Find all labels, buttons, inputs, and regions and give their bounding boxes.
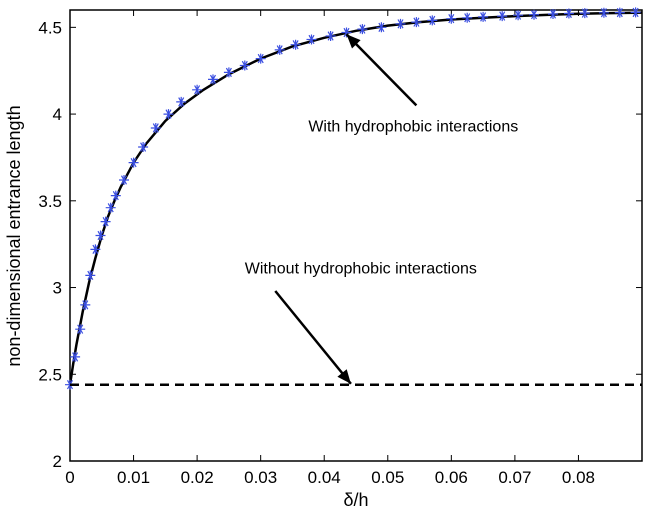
asterisk-marker bbox=[70, 351, 81, 362]
annotation-text: Without hydrophobic interactions bbox=[245, 261, 477, 278]
asterisk-marker bbox=[100, 216, 111, 227]
asterisk-marker bbox=[462, 12, 473, 23]
series-layer bbox=[65, 7, 643, 390]
asterisk-marker bbox=[563, 8, 574, 19]
asterisk-marker bbox=[376, 22, 387, 33]
asterisk-marker bbox=[395, 18, 406, 29]
asterisk-marker bbox=[598, 7, 609, 18]
asterisk-marker bbox=[357, 24, 368, 35]
x-tick-label: 0.01 bbox=[117, 468, 150, 487]
y-axis-label: non-dimensional entrance length bbox=[4, 105, 24, 366]
x-tick-label: 0.07 bbox=[498, 468, 531, 487]
asterisk-marker bbox=[614, 7, 625, 18]
x-tick-label: 0.03 bbox=[244, 468, 277, 487]
asterisk-marker bbox=[192, 84, 203, 95]
y-tick-label: 4.5 bbox=[38, 18, 62, 37]
asterisk-marker bbox=[579, 8, 590, 19]
asterisk-marker bbox=[138, 142, 149, 152]
x-tick-label: 0.06 bbox=[435, 468, 468, 487]
annotation-arrow-shaft bbox=[274, 290, 352, 385]
asterisk-marker bbox=[478, 11, 489, 22]
asterisk-marker bbox=[529, 9, 539, 20]
asterisk-marker bbox=[176, 96, 187, 107]
asterisk-marker bbox=[513, 10, 524, 21]
asterisk-marker bbox=[75, 324, 86, 335]
x-axis-label: δ/h bbox=[343, 490, 368, 510]
asterisk-marker bbox=[630, 7, 641, 18]
asterisk-marker bbox=[119, 175, 129, 185]
y-tick-label: 3 bbox=[53, 279, 62, 298]
solid-line-series bbox=[68, 11, 643, 385]
y-tick-label: 2 bbox=[53, 452, 62, 471]
asterisk-marker bbox=[306, 34, 317, 45]
asterisk-marker bbox=[128, 157, 139, 168]
y-tick-label: 4 bbox=[53, 105, 62, 124]
asterisk-marker bbox=[80, 299, 91, 310]
asterisk-marker bbox=[150, 123, 161, 133]
annotation-arrow-shaft bbox=[345, 33, 418, 107]
asterisk-marker bbox=[497, 11, 508, 22]
asterisk-marker bbox=[290, 39, 301, 50]
asterisk-marker bbox=[255, 53, 266, 64]
asterisk-marker bbox=[239, 60, 250, 71]
asterisk-marker bbox=[325, 31, 336, 41]
x-axis-ticks: 0 0.01 0.02 0.03 0.04 0.05 0.06 0.07 0.08 bbox=[65, 10, 595, 487]
annotation-layer: With hydrophobic interactions Without hyd… bbox=[245, 33, 518, 385]
asterisk-marker bbox=[223, 67, 234, 78]
plot-frame bbox=[69, 9, 643, 462]
asterisk-marker bbox=[208, 74, 218, 85]
asterisk-marker bbox=[95, 230, 106, 241]
asterisk-marker bbox=[411, 17, 422, 28]
x-tick-label: 0.05 bbox=[371, 468, 404, 487]
asterisk-marker bbox=[90, 244, 101, 255]
asterisk-marker bbox=[274, 44, 285, 55]
asterisk-marker bbox=[446, 13, 457, 24]
y-tick-label: 2.5 bbox=[38, 365, 62, 384]
marker-series bbox=[65, 7, 641, 390]
y-axis-ticks: 2 2.5 3 3.5 4 4.5 bbox=[38, 18, 642, 471]
asterisk-marker bbox=[85, 270, 96, 281]
x-tick-label: 0.08 bbox=[562, 468, 595, 487]
asterisk-marker bbox=[105, 202, 116, 213]
asterisk-marker bbox=[548, 9, 558, 19]
x-tick-label: 0.02 bbox=[181, 468, 214, 487]
x-tick-label: 0 bbox=[65, 468, 74, 487]
asterisk-marker bbox=[341, 27, 352, 38]
annotation-text: With hydrophobic interactions bbox=[308, 118, 518, 135]
x-tick-label: 0.04 bbox=[308, 468, 341, 487]
asterisk-marker bbox=[163, 109, 174, 120]
annotation-arrow-head bbox=[346, 34, 361, 49]
asterisk-marker bbox=[427, 15, 438, 26]
annotation-arrow-head bbox=[337, 369, 351, 384]
y-tick-label: 3.5 bbox=[38, 192, 62, 211]
asterisk-marker bbox=[110, 190, 121, 201]
